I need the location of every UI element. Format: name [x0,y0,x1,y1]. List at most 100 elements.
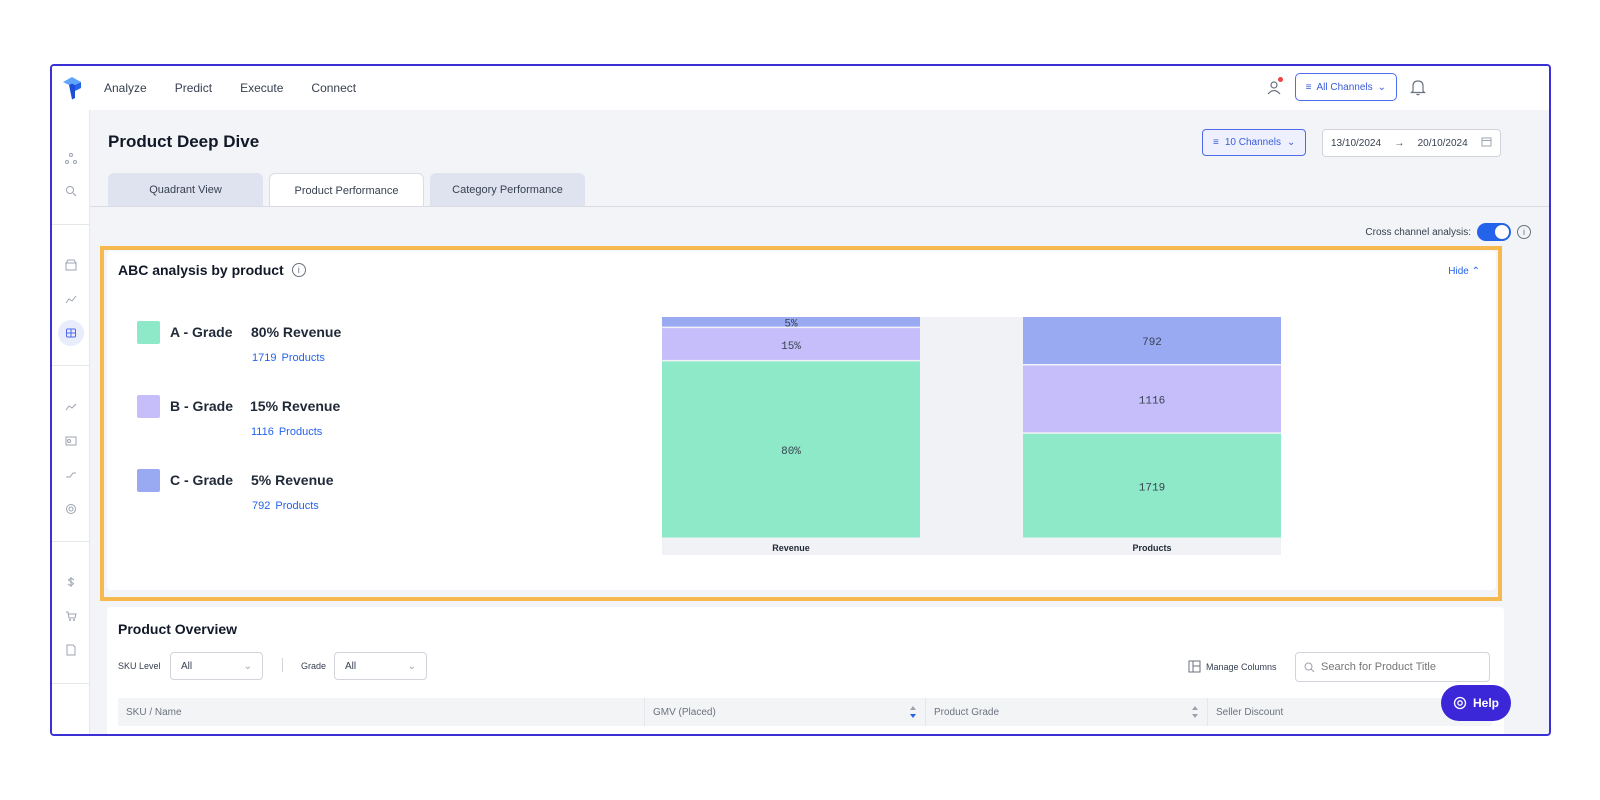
grade-b-count: 1116 [251,426,274,438]
column-sku-name-label: SKU / Name [126,706,182,718]
grade-b-unit: Products [278,426,323,438]
filter-icon: ≡ [1213,137,1219,148]
cross-channel-toggle[interactable] [1477,223,1511,241]
grade-a-revenue: 80% Revenue [251,324,342,340]
grade-value: All [345,660,357,672]
app-window: Analyze Predict Execute Connect ≡ All Ch… [50,64,1551,736]
column-product-grade-label: Product Grade [934,706,1000,718]
info-icon[interactable]: i [291,263,306,277]
bar-label-revenue-1: 80% [781,446,801,458]
grade-b-revenue: 15% Revenue [250,398,341,414]
sidebar [52,110,90,734]
category-label-products: Products [1132,543,1171,553]
filter-separator [282,658,283,672]
sku-level-select[interactable]: All ⌄ [170,652,263,680]
column-seller-discount[interactable]: Seller Discount [1208,698,1492,726]
bar-revenue-1[interactable] [662,361,920,538]
grade-label: Grade [301,661,327,671]
bar-revenue-3[interactable] [662,317,920,327]
column-gmv[interactable]: GMV (Placed) [645,698,926,726]
store-icon[interactable] [58,252,84,278]
chevron-down-icon: ⌄ [1287,137,1296,148]
product-search-input[interactable] [1321,661,1481,673]
product-grid-icon[interactable] [58,320,84,346]
document-icon[interactable] [58,637,84,663]
nav-predict[interactable]: Predict [174,81,213,95]
grade-c-revenue: 5% Revenue [251,472,334,488]
column-sku-name[interactable]: SKU / Name [118,698,645,726]
columns-icon [1188,660,1201,673]
bar-products-3[interactable] [1023,317,1281,364]
sku-level-label: SKU Level [118,661,161,671]
sidebar-divider [52,224,90,225]
abc-title: ABC analysis by product [118,262,284,278]
nav-connect[interactable]: Connect [311,81,357,95]
price-icon[interactable] [58,569,84,595]
shuffle-icon[interactable] [58,462,84,488]
highlight-box [100,246,1502,601]
grade-a-swatch [137,321,160,344]
main-content: Product Deep Dive ≡ 10 Channels ⌄ 13/10/… [90,110,1549,734]
product-overview-card: Product Overview SKU Level All ⌄ Grade A… [107,607,1504,734]
channels-filter-label: 10 Channels [1224,137,1281,148]
grade-b-swatch [137,395,160,418]
abc-analysis-card: ABC analysis by product i Hide ⌃ A - Gra… [107,251,1496,590]
date-range-picker[interactable]: 13/10/2024 → 20/10/2024 [1322,129,1501,157]
bar-products-2[interactable] [1023,365,1281,433]
hide-toggle-link[interactable]: Hide ⌃ [1448,266,1480,277]
sort-icon [910,706,916,718]
grade-c-products-link[interactable]: 792 Products [252,500,319,512]
table-header: SKU / Name GMV (Placed) Product Grade Se… [118,698,1492,726]
tab-category-performance[interactable]: Category Performance [430,173,585,207]
chevron-down-icon: ⌄ [407,660,416,672]
user-activity-icon[interactable] [1263,76,1285,98]
bar-label-products-3: 792 [1142,337,1162,349]
notification-dot [1277,77,1283,82]
bar-label-products-2: 1116 [1139,396,1165,408]
nav-analyze[interactable]: Analyze [104,81,147,95]
manage-columns-label: Manage Columns [1206,661,1277,672]
grade-a-products-link[interactable]: 1719 Products [252,352,325,364]
sidebar-divider [52,541,90,542]
grade-select[interactable]: All ⌄ [334,652,427,680]
tab-divider [90,206,1549,207]
bar-label-revenue-3: 5% [784,319,798,331]
bar-products-1[interactable] [1023,433,1281,538]
cart-icon[interactable] [58,603,84,629]
abc-title-row: ABC analysis by product i [118,262,306,278]
bell-icon[interactable] [1407,76,1429,98]
trend-search-icon[interactable] [58,286,84,312]
help-button[interactable]: Help [1441,685,1511,721]
date-to: 20/10/2024 [1417,137,1468,149]
grade-c-swatch [137,469,160,492]
grade-c-count: 792 [252,500,271,512]
sidebar-divider [52,365,90,366]
top-right-controls: ≡ All Channels ⌄ [1263,73,1429,101]
hide-label: Hide [1448,266,1469,277]
id-card-icon[interactable] [58,428,84,454]
channels-filter-button[interactable]: ≡ 10 Channels ⌄ [1202,129,1307,156]
tab-quadrant-view[interactable]: Quadrant View [108,173,263,207]
product-search-box [1295,652,1490,682]
product-overview-title: Product Overview [118,621,238,637]
chevron-up-icon: ⌃ [1471,266,1480,277]
nav-execute[interactable]: Execute [240,81,284,95]
arrow-icon: → [1394,137,1405,149]
target-icon[interactable] [58,496,84,522]
sku-level-value: All [181,660,193,672]
column-product-grade[interactable]: Product Grade [926,698,1208,726]
tab-product-performance[interactable]: Product Performance [269,173,424,207]
info-icon[interactable]: i [1517,225,1531,239]
manage-columns-button[interactable]: Manage Columns [1188,660,1277,673]
bar-label-revenue-2: 15% [781,341,801,353]
nodes-icon[interactable] [58,146,84,172]
bar-revenue-2[interactable] [662,328,920,360]
line-chart-icon[interactable] [58,394,84,420]
all-channels-dropdown[interactable]: ≡ All Channels ⌄ [1294,73,1397,101]
search-insights-icon[interactable] [58,178,84,204]
grade-b-products-link[interactable]: 1116 Products [251,426,322,438]
nav-links: Analyze Predict Execute Connect [104,81,356,95]
app-logo[interactable] [52,66,92,110]
grade-c-unit: Products [275,500,319,512]
category-label-revenue: Revenue [772,543,810,553]
